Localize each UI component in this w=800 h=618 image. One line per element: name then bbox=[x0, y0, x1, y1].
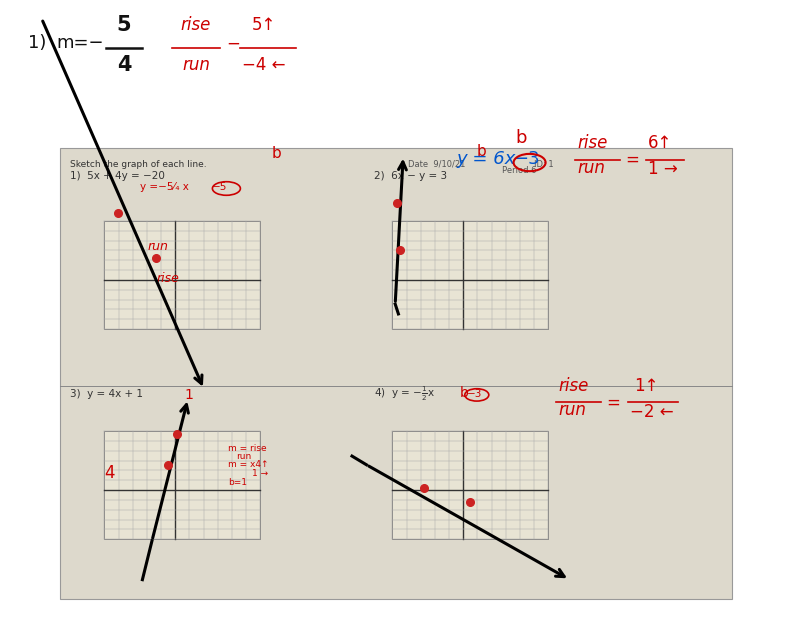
Bar bbox=[392, 221, 549, 329]
Text: b=1: b=1 bbox=[228, 478, 247, 486]
Text: ID: 1: ID: 1 bbox=[534, 160, 554, 169]
Text: b: b bbox=[460, 386, 469, 400]
Text: rise: rise bbox=[558, 376, 589, 394]
Text: 4)  y = $-\frac{1}{2}$x: 4) y = $-\frac{1}{2}$x bbox=[374, 384, 435, 403]
Text: 5: 5 bbox=[117, 15, 131, 35]
Text: 5↑: 5↑ bbox=[252, 15, 276, 34]
Text: Date  9/10/21: Date 9/10/21 bbox=[408, 160, 466, 169]
Text: 3)  y = 4x + 1: 3) y = 4x + 1 bbox=[70, 389, 143, 399]
Text: =: = bbox=[606, 393, 620, 412]
Text: rise: rise bbox=[578, 134, 608, 152]
Text: 1↑: 1↑ bbox=[634, 376, 659, 394]
Text: −: − bbox=[226, 34, 240, 53]
Text: Period 6: Period 6 bbox=[502, 166, 537, 175]
Bar bbox=[104, 431, 260, 539]
Text: 1 →: 1 → bbox=[252, 469, 268, 478]
Text: 4: 4 bbox=[117, 55, 131, 75]
Text: −2 ←: −2 ← bbox=[630, 402, 674, 420]
Text: 1): 1) bbox=[28, 34, 46, 53]
Text: 4: 4 bbox=[104, 464, 114, 481]
Text: m = rise: m = rise bbox=[228, 444, 266, 453]
Text: m = x4↑: m = x4↑ bbox=[228, 460, 269, 469]
Text: run: run bbox=[558, 401, 586, 419]
Text: −3: −3 bbox=[466, 389, 482, 399]
Text: y =−5⁄₄ x: y =−5⁄₄ x bbox=[140, 182, 189, 192]
Text: Sketch the graph of each line.: Sketch the graph of each line. bbox=[70, 160, 207, 169]
Text: 1 →: 1 → bbox=[648, 160, 678, 178]
Bar bbox=[104, 221, 260, 329]
Text: −3: −3 bbox=[514, 150, 540, 167]
Text: 1)  5x + 4y = −20: 1) 5x + 4y = −20 bbox=[70, 171, 166, 181]
Text: y = 6x: y = 6x bbox=[456, 150, 515, 167]
Text: run: run bbox=[182, 56, 210, 74]
Bar bbox=[392, 431, 549, 539]
Text: run: run bbox=[578, 159, 606, 177]
Text: 2)  6x − y = 3: 2) 6x − y = 3 bbox=[374, 171, 447, 181]
Text: rise: rise bbox=[181, 15, 211, 34]
Text: m=−: m=− bbox=[56, 34, 104, 53]
Text: −4 ←: −4 ← bbox=[242, 56, 286, 74]
Text: b: b bbox=[515, 129, 526, 147]
Bar bbox=[60, 148, 732, 599]
Text: 1: 1 bbox=[184, 388, 193, 402]
Text: run: run bbox=[148, 240, 169, 253]
Text: rise: rise bbox=[157, 273, 180, 286]
Text: =: = bbox=[626, 151, 639, 169]
Text: b: b bbox=[477, 144, 486, 159]
Text: −5: −5 bbox=[212, 182, 227, 192]
Text: b: b bbox=[272, 146, 282, 161]
Text: run: run bbox=[236, 452, 251, 461]
Text: 6↑: 6↑ bbox=[648, 134, 672, 152]
